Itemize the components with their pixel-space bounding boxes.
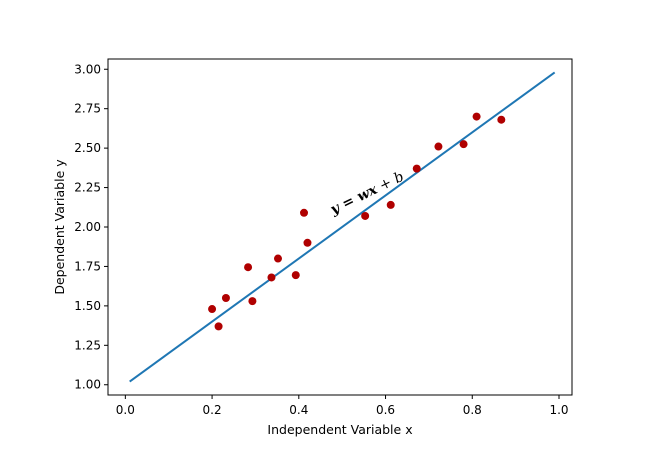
x-tick-label: 0.6	[376, 403, 395, 417]
x-tick-label: 1.0	[549, 403, 568, 417]
y-axis-ticks: 1.00 1.25 1.50 1.75 2.00 2.25 2.50 2.75 3.00	[74, 62, 108, 392]
scatter-point	[412, 164, 421, 173]
x-tick-label: 0.4	[289, 403, 308, 417]
x-tick-label: 0.0	[116, 403, 135, 417]
y-tick-label: 1.00	[74, 378, 101, 392]
scatter-point	[221, 293, 230, 302]
scatter-point	[300, 208, 309, 217]
y-tick-label: 2.50	[74, 141, 101, 155]
x-axis-ticks: 0.0 0.2 0.4 0.6 0.8 1.0	[116, 395, 569, 417]
scatter-point	[497, 115, 506, 124]
data-series	[129, 71, 556, 383]
plot-frame	[107, 58, 573, 396]
scatter-point	[273, 254, 282, 263]
y-tick-label: 1.25	[74, 338, 101, 352]
y-tick-label: 2.00	[74, 220, 101, 234]
scatter-point	[291, 271, 300, 280]
scatter-point	[472, 112, 481, 121]
scatter-point	[267, 273, 276, 282]
scatter-point	[459, 140, 468, 149]
scatter-point	[244, 263, 253, 272]
scatter-point	[434, 142, 443, 151]
scatter-point	[214, 322, 223, 331]
scatter-point	[386, 200, 395, 209]
x-axis-label: Independent Variable x	[267, 422, 412, 437]
y-tick-label: 2.25	[74, 181, 101, 195]
regression-line	[129, 71, 556, 383]
x-tick-label: 0.2	[203, 403, 222, 417]
scatter-point	[361, 211, 370, 220]
x-tick-label: 0.8	[463, 403, 482, 417]
y-axis-label: Dependent Variable y	[52, 159, 67, 295]
y-tick-label: 1.50	[74, 299, 101, 313]
y-tick-label: 3.00	[74, 62, 101, 76]
y-tick-label: 2.75	[74, 102, 101, 116]
scatter-point	[208, 305, 217, 314]
y-tick-label: 1.75	[74, 259, 101, 273]
scatter-point	[248, 297, 257, 306]
scatter-point	[303, 238, 312, 247]
